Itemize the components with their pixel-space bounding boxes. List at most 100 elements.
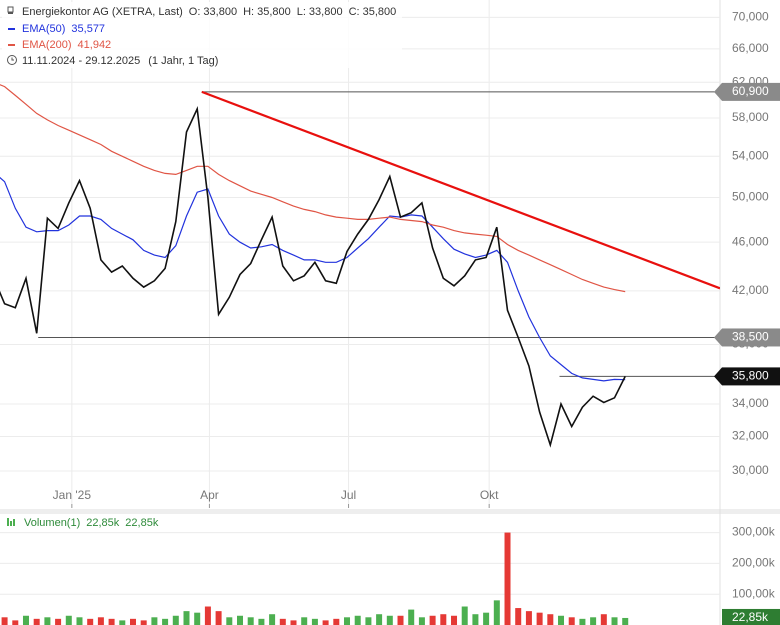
ema-line (0, 176, 626, 382)
date-range: 11.11.2024 - 29.12.2025 (1 Jahr, 1 Tag) (22, 55, 218, 67)
ohlc-value: 33,800 (309, 6, 343, 18)
symbol-name: Energiekontor AG (XETRA, Last) (22, 6, 183, 18)
volume-bar (429, 615, 436, 625)
y-tick-label: 100,00k (732, 586, 776, 600)
volume-bar (204, 606, 211, 625)
y-tick-label: 46,000 (732, 234, 769, 248)
legend-swatch (8, 28, 15, 30)
volume-bar (590, 617, 597, 625)
volume-title: Volumen(1) (24, 517, 80, 529)
level-label-bg (722, 82, 780, 101)
volume-bar (215, 611, 222, 625)
ohlc-label: C: (349, 6, 360, 18)
volume-legend: Volumen(1) 22,85k 22,85k (24, 517, 159, 529)
volume-bar (237, 615, 243, 625)
volume-bar (311, 618, 318, 625)
legend-bg (2, 2, 402, 68)
volume-bar (87, 618, 94, 625)
volume-bar (525, 611, 532, 625)
volume-bar (22, 615, 29, 625)
volume-bar (162, 618, 169, 625)
volume-bar (301, 617, 308, 625)
volume-bar (568, 617, 575, 625)
level-label-bg (722, 367, 780, 386)
volume-bar (600, 614, 607, 625)
volume-bar (333, 618, 340, 625)
level-label: 35,800 (732, 369, 769, 383)
clock-icon (7, 55, 17, 65)
volume-bar (33, 618, 40, 625)
volume-bar (461, 606, 468, 625)
y-tick-label: 34,000 (732, 396, 769, 410)
volume-bar (258, 618, 265, 625)
symbol-icon (8, 12, 13, 14)
volume-icon (7, 518, 9, 526)
level-label-bg (722, 328, 780, 347)
volume-bar (65, 615, 72, 625)
y-tick-label: 58,000 (732, 110, 769, 124)
volume-bar (493, 600, 500, 625)
volume-bar (12, 620, 19, 625)
volume-bar (483, 612, 490, 625)
ohlc-value: 35,800 (257, 6, 291, 18)
volume-bar (376, 614, 383, 625)
volume-bar (140, 620, 147, 625)
volume-bar (119, 620, 126, 625)
y-tick-label: 30,000 (732, 463, 769, 477)
x-tick-label: Jan '25 (53, 488, 92, 502)
legend-value: 35,577 (71, 23, 105, 35)
volume-icon (13, 519, 15, 526)
volume-bar (108, 618, 115, 625)
volume-bar (129, 618, 136, 625)
volume-bar (547, 614, 554, 625)
ohlc-value: 33,800 (203, 6, 237, 18)
volume-bar (386, 615, 393, 625)
x-tick-label: Apr (200, 488, 219, 502)
y-tick-label: 300,00k (732, 525, 776, 539)
y-tick-label: 200,00k (732, 556, 776, 570)
volume-bar (226, 617, 233, 625)
x-tick-label: Okt (480, 488, 499, 502)
volume-bar (418, 617, 425, 625)
ema-line (0, 84, 626, 293)
y-tick-label: 70,000 (732, 9, 769, 23)
level-label: 38,500 (732, 330, 769, 344)
legend-swatch (8, 44, 15, 46)
y-tick-label: 66,000 (732, 41, 769, 55)
volume-bar (579, 618, 586, 625)
volume-bar (44, 617, 51, 625)
legend-name: EMA(200) (22, 39, 72, 51)
volume-bar (622, 617, 629, 625)
volume-bar (397, 615, 404, 625)
volume-bar (247, 617, 254, 625)
volume-bar (76, 617, 83, 625)
legend-name: EMA(50) (22, 23, 65, 35)
ohlc-label: O: (189, 6, 201, 18)
volume-icon (10, 521, 12, 526)
clock-icon (11, 57, 14, 61)
volume-bar (354, 615, 361, 625)
last-volume-bg (722, 608, 780, 625)
legend-value: 41,942 (78, 39, 112, 51)
volume-bar (515, 608, 522, 625)
volume-bar (558, 615, 565, 625)
volume-bar (1, 617, 8, 625)
period-label: (1 Jahr, 1 Tag) (148, 55, 218, 67)
volume-bar (365, 617, 372, 625)
volume-bar (322, 620, 329, 625)
volume-bar (611, 617, 618, 625)
trend-line (201, 90, 720, 290)
legend-item: EMA(50) 35,577 (22, 23, 105, 35)
volume-bar (194, 612, 201, 625)
y-tick-label: 50,000 (732, 190, 769, 204)
volume-bar (536, 612, 543, 625)
legend-item: EMA(200) 41,942 (22, 39, 111, 51)
ohlc-label: H: (243, 6, 254, 18)
level-label-arrow (714, 328, 722, 347)
price-line (0, 106, 626, 448)
volume-bar (451, 615, 458, 625)
x-tick-label: Jul (341, 488, 356, 502)
volume-bar (97, 617, 104, 625)
